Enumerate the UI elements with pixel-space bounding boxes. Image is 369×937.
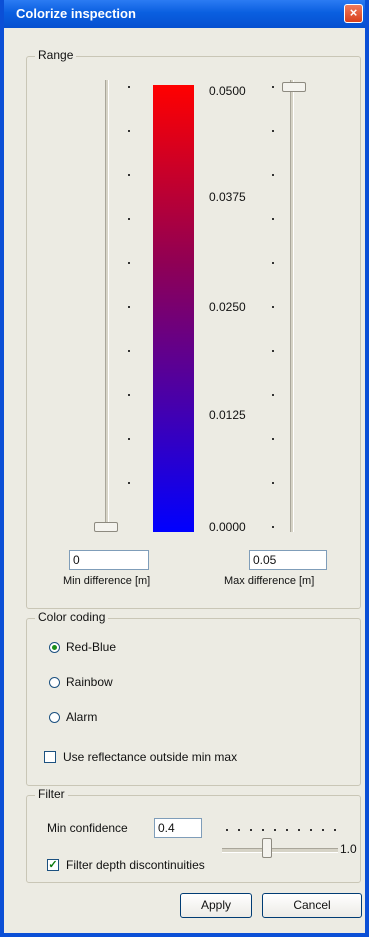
min-confidence-slider-thumb[interactable] bbox=[262, 838, 272, 858]
scale-label-1: 0.0125 bbox=[209, 408, 246, 422]
slider-tick bbox=[298, 829, 300, 831]
scale-label-mid: 0.0250 bbox=[209, 300, 246, 314]
slider-tick bbox=[128, 438, 130, 440]
title-bar[interactable]: Colorize inspection × bbox=[4, 0, 365, 28]
radio-alarm-label: Alarm bbox=[66, 710, 98, 724]
checkbox-checked-icon: ✓ bbox=[47, 859, 59, 871]
close-button[interactable]: × bbox=[344, 4, 363, 23]
slider-tick bbox=[272, 394, 274, 396]
radio-red-blue-label: Red-Blue bbox=[66, 640, 117, 654]
slider-tick bbox=[310, 829, 312, 831]
slider-tick bbox=[262, 829, 264, 831]
min-confidence-slider-track[interactable] bbox=[222, 848, 338, 853]
slider-tick bbox=[272, 130, 274, 132]
color-coding-group-title: Color coding bbox=[35, 610, 109, 624]
cancel-button[interactable]: Cancel bbox=[262, 893, 362, 918]
depth-discontinuities-label: Filter depth discontinuities bbox=[66, 858, 205, 872]
apply-button[interactable]: Apply bbox=[180, 893, 252, 918]
max-difference-slider-thumb[interactable] bbox=[282, 82, 306, 92]
scale-label-max: 0.0500 bbox=[209, 84, 246, 98]
slider-tick bbox=[238, 829, 240, 831]
min-confidence-label: Min confidence bbox=[47, 821, 128, 835]
slider-tick bbox=[128, 218, 130, 220]
radio-unselected-icon bbox=[49, 676, 60, 688]
slider-tick bbox=[272, 262, 274, 264]
radio-rainbow-label: Rainbow bbox=[66, 675, 113, 689]
slider-tick bbox=[128, 86, 130, 88]
color-coding-group: Color coding bbox=[26, 610, 361, 786]
window-title: Colorize inspection bbox=[16, 6, 136, 21]
slider-tick bbox=[272, 218, 274, 220]
slider-tick bbox=[272, 438, 274, 440]
max-difference-slider-track[interactable] bbox=[290, 80, 294, 532]
radio-rainbow[interactable]: Rainbow bbox=[49, 675, 113, 689]
slider-tick bbox=[286, 829, 288, 831]
slider-tick bbox=[322, 829, 324, 831]
slider-tick bbox=[128, 130, 130, 132]
radio-selected-icon bbox=[49, 641, 60, 653]
radio-unselected-icon bbox=[49, 711, 60, 723]
color-scale-bar bbox=[153, 85, 194, 532]
scale-label-min: 0.0000 bbox=[209, 520, 246, 534]
radio-red-blue[interactable]: Red-Blue bbox=[49, 640, 116, 654]
filter-group: Filter bbox=[26, 787, 361, 883]
scale-label-3: 0.0375 bbox=[209, 190, 246, 204]
slider-tick bbox=[272, 526, 274, 528]
slider-tick bbox=[128, 482, 130, 484]
min-difference-slider-track[interactable] bbox=[105, 80, 109, 532]
filter-group-title: Filter bbox=[35, 787, 68, 801]
slider-tick bbox=[128, 174, 130, 176]
slider-tick bbox=[128, 306, 130, 308]
reflectance-checkbox[interactable]: Use reflectance outside min max bbox=[44, 750, 237, 764]
slider-tick bbox=[128, 350, 130, 352]
slider-tick bbox=[274, 829, 276, 831]
slider-tick bbox=[272, 174, 274, 176]
slider-tick bbox=[226, 829, 228, 831]
slider-tick bbox=[272, 86, 274, 88]
slider-tick bbox=[272, 350, 274, 352]
max-difference-input[interactable]: 0.05 bbox=[249, 550, 327, 570]
min-difference-label: Min difference [m] bbox=[63, 575, 151, 587]
range-group-title: Range bbox=[35, 48, 77, 62]
slider-tick bbox=[128, 262, 130, 264]
min-difference-input[interactable]: 0 bbox=[69, 550, 149, 570]
slider-tick bbox=[334, 829, 336, 831]
confidence-max-label: 1.0 bbox=[340, 842, 357, 856]
slider-tick bbox=[272, 482, 274, 484]
slider-tick bbox=[250, 829, 252, 831]
reflectance-checkbox-label: Use reflectance outside min max bbox=[63, 750, 238, 764]
depth-discontinuities-checkbox[interactable]: ✓ Filter depth discontinuities bbox=[47, 858, 205, 872]
min-confidence-input[interactable]: 0.4 bbox=[154, 818, 202, 838]
slider-tick bbox=[272, 306, 274, 308]
min-difference-slider-thumb[interactable] bbox=[94, 522, 118, 532]
checkbox-unchecked-icon bbox=[44, 751, 56, 763]
range-group: Range bbox=[26, 48, 361, 609]
close-icon: × bbox=[349, 5, 358, 20]
radio-alarm[interactable]: Alarm bbox=[49, 710, 97, 724]
max-difference-label: Max difference [m] bbox=[224, 575, 315, 587]
slider-tick bbox=[128, 394, 130, 396]
